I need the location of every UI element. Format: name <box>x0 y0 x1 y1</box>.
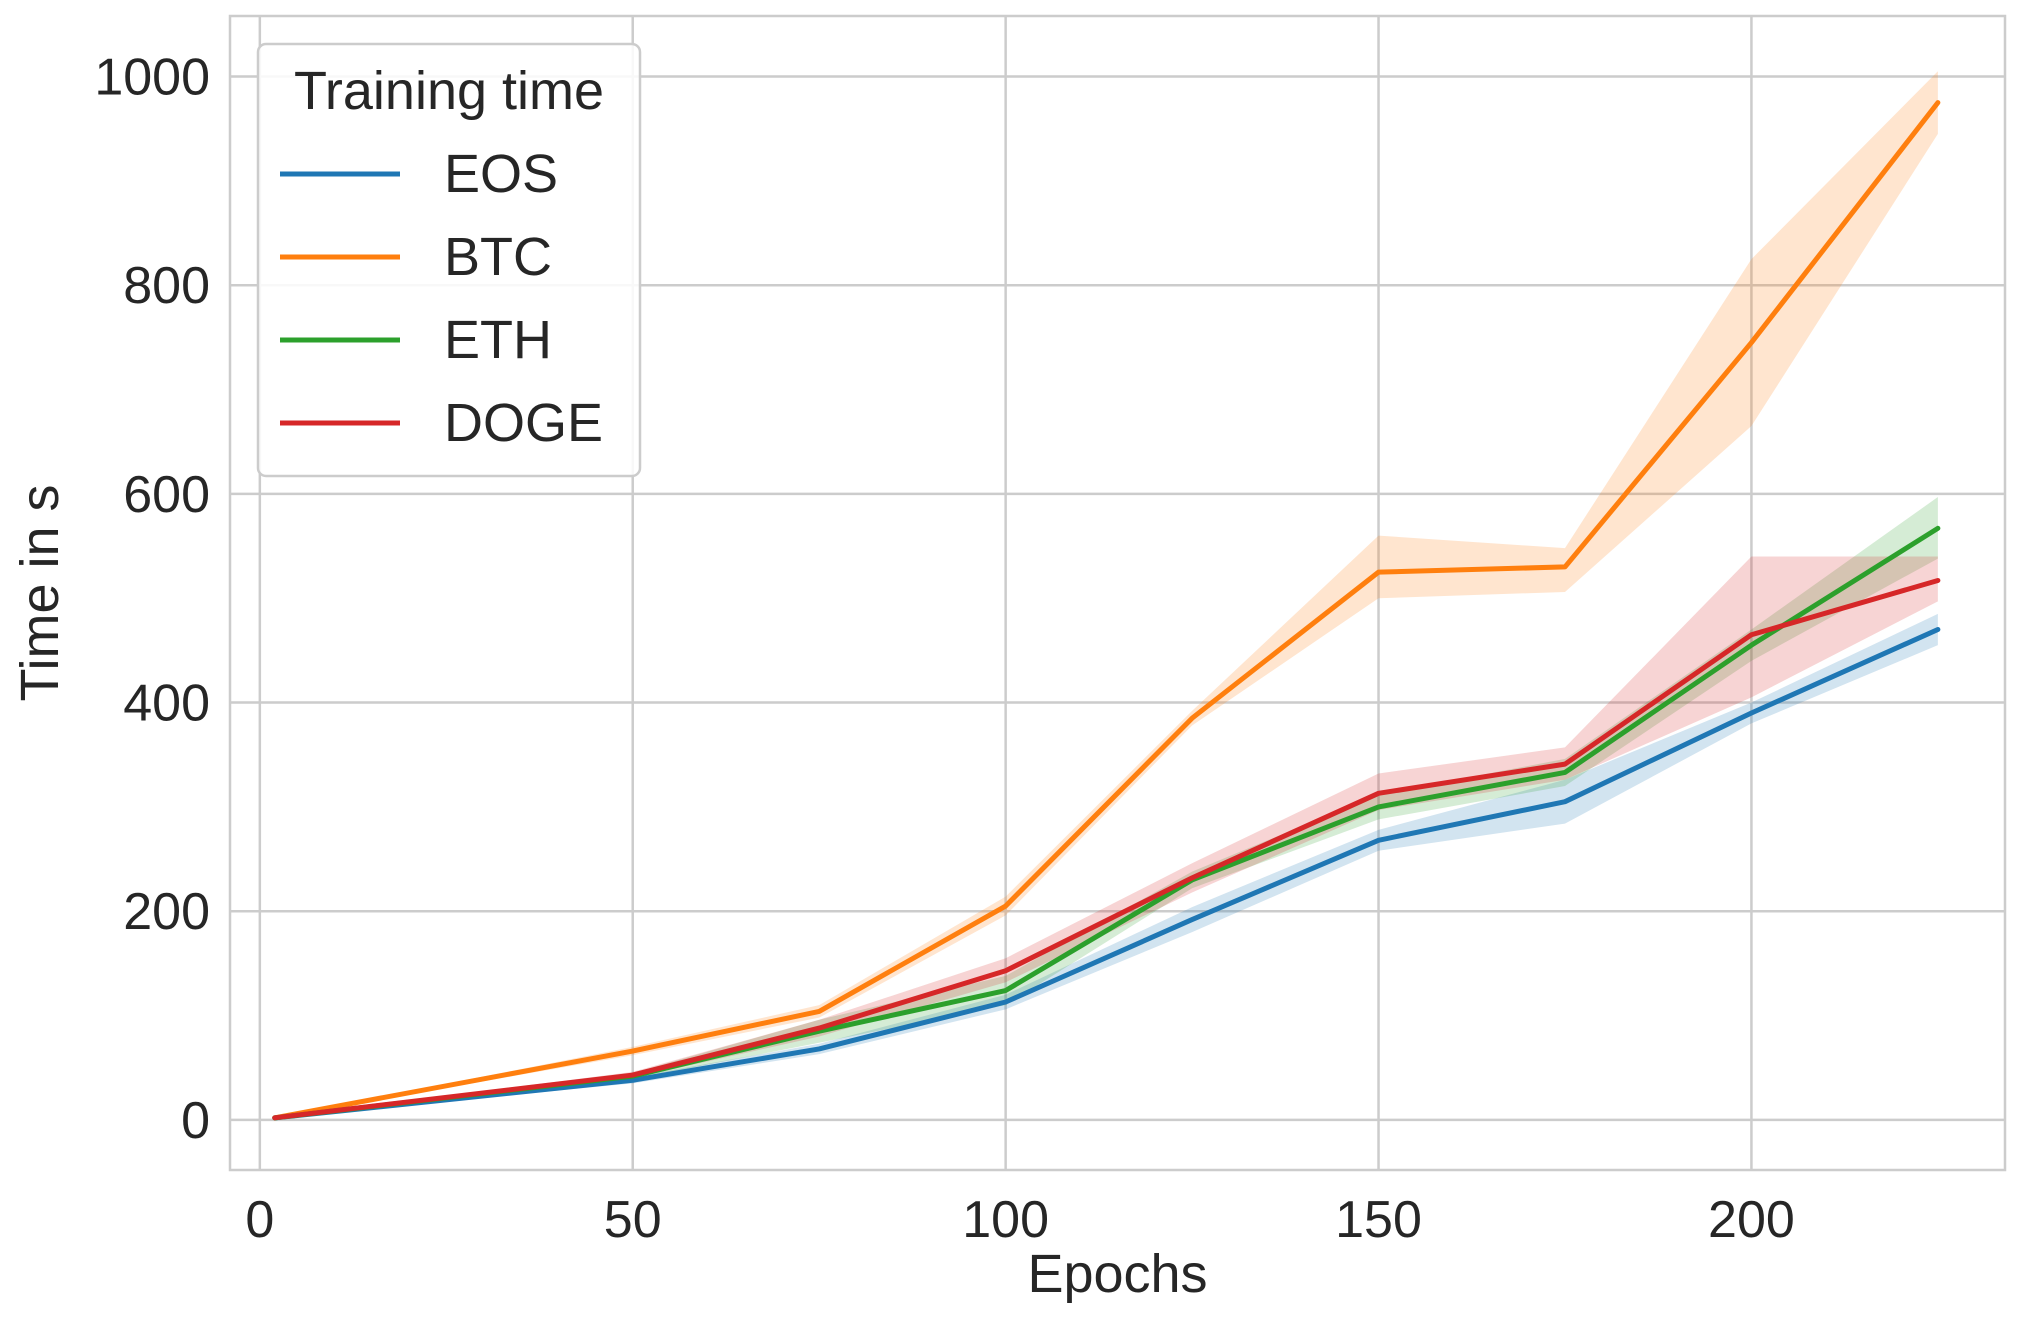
btc-series-line <box>272 100 1941 1121</box>
legend: Training time EOS BTC ETH DOGE <box>256 42 642 478</box>
legend-items: EOS BTC ETH DOGE <box>280 144 603 453</box>
x-tick-label: 150 <box>1335 1191 1422 1249</box>
y-tick-label: 800 <box>123 257 210 315</box>
legend-title: Training time <box>294 61 604 121</box>
eos-series-line <box>272 627 1941 1121</box>
x-tick-label: 200 <box>1708 1191 1795 1249</box>
y-tick-label: 0 <box>181 1092 210 1150</box>
eos-legend-label: EOS <box>444 144 558 204</box>
legend-box <box>256 42 642 478</box>
btc-legend-label: BTC <box>444 227 552 287</box>
doge-legend-label: DOGE <box>444 393 603 453</box>
x-tick-label: 100 <box>962 1191 1049 1249</box>
y-axis-label: Time in s <box>10 484 70 701</box>
plot-frame <box>228 14 2007 1172</box>
doge-confidence-band <box>274 556 1938 1118</box>
y-tick-label: 1000 <box>94 49 210 107</box>
x-axis-label: Epochs <box>1027 1244 1207 1304</box>
x-tick-labels: 0 50 100 150 200 <box>245 1191 1794 1249</box>
x-tick-label: 50 <box>604 1191 662 1249</box>
eth-legend-label: ETH <box>444 310 552 370</box>
y-tick-labels: 0 200 400 600 800 1000 <box>94 49 210 1150</box>
doge-series-line <box>272 577 1941 1121</box>
confidence-bands <box>274 71 1938 1118</box>
eth-series-line <box>272 525 1941 1121</box>
y-tick-label: 200 <box>123 883 210 941</box>
series-lines <box>272 100 1941 1121</box>
x-tick-label: 0 <box>245 1191 274 1249</box>
y-tick-label: 600 <box>123 466 210 524</box>
y-tick-label: 400 <box>123 675 210 733</box>
